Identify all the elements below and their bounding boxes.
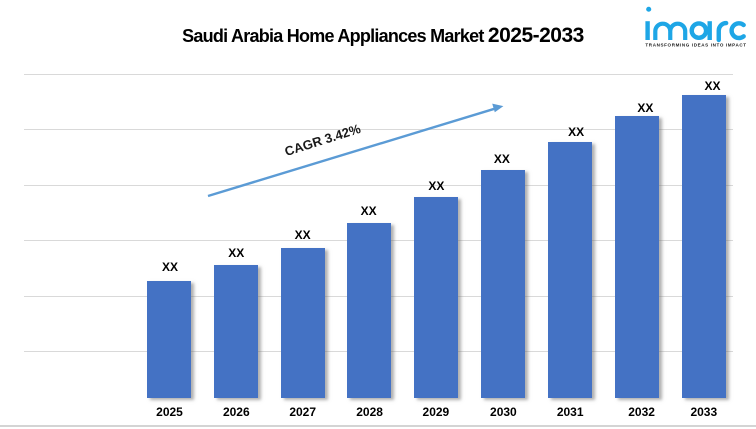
svg-text:TRANSFORMING IDEAS INTO IMPACT: TRANSFORMING IDEAS INTO IMPACT xyxy=(645,43,746,48)
